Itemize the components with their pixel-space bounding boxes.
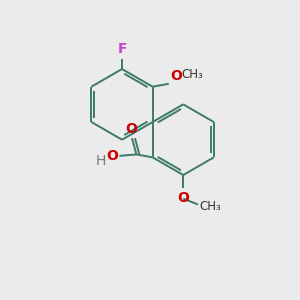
Text: H: H [96,154,106,168]
Text: O: O [106,149,118,163]
Text: CH₃: CH₃ [200,200,221,213]
Text: F: F [117,42,127,56]
Text: O: O [125,122,137,136]
Text: O: O [177,191,189,205]
Text: O: O [170,69,182,82]
Text: CH₃: CH₃ [181,68,203,81]
